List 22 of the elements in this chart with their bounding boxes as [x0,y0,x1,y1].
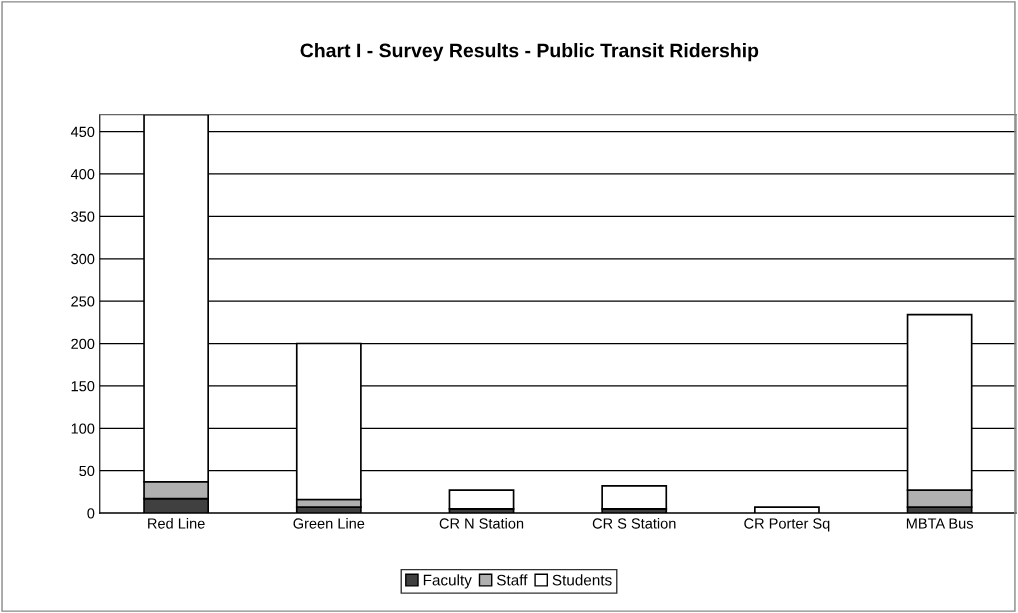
bar [448,489,515,510]
y-tick-label: 400 [70,169,95,180]
y-tick-label: 0 [87,508,95,519]
x-tick-label: CR N Station [439,517,524,529]
legend-label: Faculty [423,574,472,589]
y-tick-label: 300 [71,253,95,265]
y-tick-label: 250 [71,296,95,307]
chart-title: Chart I - Survey Results - Public Transit Ridership [300,43,759,62]
x-tick-label: CR Porter Sq [744,518,830,532]
legend-label: Students [552,574,612,586]
y-tick-label: 150 [71,381,95,392]
y-tick-label: 350 [71,211,95,222]
legend-label: Staff [496,574,528,586]
y-tick-label: 200 [71,338,95,349]
bar [601,485,668,510]
x-tick-label: Red Line [148,517,205,529]
y-tick-label: 450 [70,126,95,138]
y-tick-label: 100 [71,423,95,434]
x-tick-label: MBTA Bus [906,518,973,529]
x-tick-label: Green Line [293,517,365,529]
x-tick-label: CR S Station [592,517,676,529]
y-tick-label: 50 [79,465,95,477]
